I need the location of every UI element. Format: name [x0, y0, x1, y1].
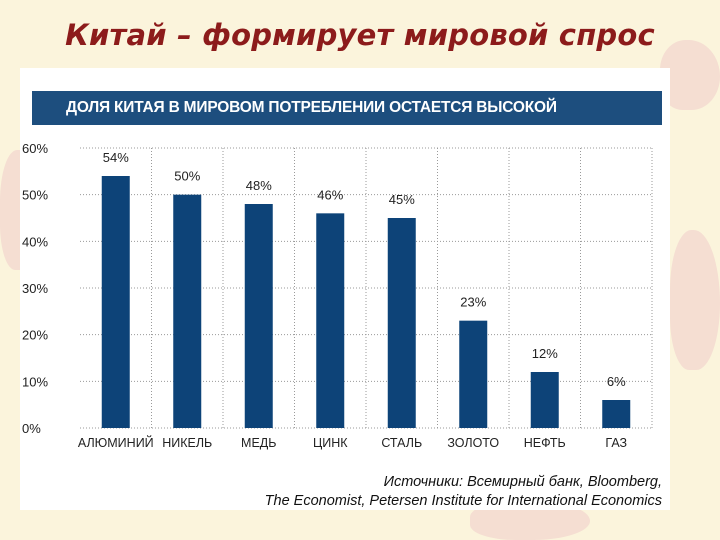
- bar: [530, 372, 559, 428]
- x-tick-label: МЕДЬ: [241, 436, 276, 450]
- data-label: 48%: [246, 178, 272, 193]
- y-tick-label: 60%: [22, 141, 48, 156]
- y-tick-label: 20%: [22, 328, 48, 343]
- data-label: 6%: [607, 374, 626, 389]
- data-label: 12%: [532, 346, 558, 361]
- data-label: 45%: [389, 192, 415, 207]
- bar: [459, 320, 488, 428]
- bar: [316, 213, 345, 428]
- map-decoration: [670, 230, 720, 370]
- chart-title: ДОЛЯ КИТАЯ В МИРОВОМ ПОТРЕБЛЕНИИ ОСТАЕТС…: [32, 91, 662, 125]
- source-line-2: The Economist, Petersen Institute for In…: [264, 493, 662, 509]
- y-tick-label: 0%: [22, 421, 41, 436]
- x-tick-label: ЦИНК: [313, 436, 348, 450]
- bar: [602, 400, 631, 428]
- y-tick-label: 10%: [22, 374, 48, 389]
- x-tick-label: ЗОЛОТО: [447, 436, 499, 450]
- x-tick-label: АЛЮМИНИЙ: [78, 435, 154, 450]
- x-tick-label: ГАЗ: [605, 436, 627, 450]
- data-label: 46%: [317, 187, 343, 202]
- slide-title: Китай – формирует мировой спрос: [65, 18, 655, 52]
- map-decoration: [660, 40, 720, 110]
- bar: [244, 204, 273, 428]
- bar: [387, 218, 416, 428]
- y-tick-label: 50%: [22, 188, 48, 203]
- data-label: 23%: [460, 295, 486, 310]
- data-label: 50%: [174, 169, 200, 184]
- bar: [101, 176, 130, 428]
- y-tick-label: 40%: [22, 234, 48, 249]
- x-tick-label: СТАЛЬ: [381, 436, 422, 450]
- source-line-1: Источники: Всемирный банк, Bloomberg,: [383, 474, 662, 490]
- source-note: Источники: Всемирный банк, Bloomberg, Th…: [265, 473, 662, 511]
- x-tick-label: НИКЕЛЬ: [162, 436, 212, 450]
- data-label: 54%: [103, 150, 129, 165]
- y-tick-label: 30%: [22, 281, 48, 296]
- x-tick-label: НЕФТЬ: [524, 436, 566, 450]
- chart-panel: ДОЛЯ КИТАЯ В МИРОВОМ ПОТРЕБЛЕНИИ ОСТАЕТС…: [20, 68, 670, 510]
- bar: [173, 194, 202, 428]
- bar-chart: 0% 10% 20% 30% 40% 50% 60% 54% АЛЮМИНИЙ 50% НИКЕЛЬ…: [22, 141, 653, 450]
